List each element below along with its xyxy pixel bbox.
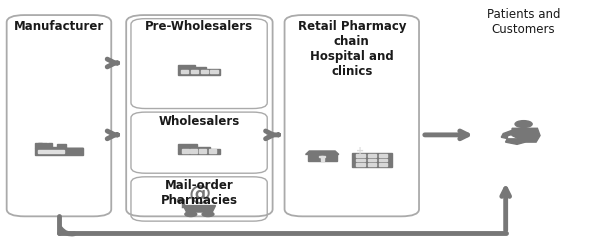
Polygon shape	[38, 150, 64, 151]
Text: Pre-Wholesalers: Pre-Wholesalers	[146, 20, 253, 33]
Text: Mail-order
Pharmacies: Mail-order Pharmacies	[161, 179, 238, 207]
Text: Patients and
Customers: Patients and Customers	[487, 8, 560, 36]
Polygon shape	[210, 70, 218, 74]
Polygon shape	[305, 151, 339, 154]
Text: @: @	[188, 184, 211, 204]
Text: Retail Pharmacy
chain
Hospital and
clinics: Retail Pharmacy chain Hospital and clini…	[298, 20, 406, 78]
Polygon shape	[368, 154, 376, 157]
Circle shape	[185, 212, 196, 217]
Polygon shape	[506, 139, 525, 144]
Circle shape	[202, 212, 214, 217]
Polygon shape	[356, 154, 365, 157]
Polygon shape	[183, 206, 216, 212]
Polygon shape	[501, 130, 517, 139]
Polygon shape	[379, 159, 388, 161]
Polygon shape	[201, 70, 208, 74]
Polygon shape	[320, 157, 324, 161]
Polygon shape	[352, 153, 392, 167]
Polygon shape	[190, 70, 198, 74]
Polygon shape	[512, 128, 540, 142]
Polygon shape	[321, 156, 323, 158]
Polygon shape	[379, 163, 388, 166]
Polygon shape	[199, 149, 206, 153]
Polygon shape	[179, 144, 210, 149]
Polygon shape	[368, 163, 376, 166]
Polygon shape	[368, 159, 376, 161]
Polygon shape	[182, 149, 189, 153]
Polygon shape	[210, 149, 216, 153]
Polygon shape	[356, 163, 365, 166]
Polygon shape	[179, 69, 220, 75]
Polygon shape	[48, 143, 52, 148]
Polygon shape	[308, 154, 337, 161]
Polygon shape	[179, 65, 205, 69]
Polygon shape	[181, 70, 189, 74]
Polygon shape	[319, 156, 325, 157]
Polygon shape	[38, 151, 64, 152]
Text: Wholesalers: Wholesalers	[159, 114, 240, 127]
Polygon shape	[356, 159, 365, 161]
Circle shape	[515, 121, 532, 127]
Polygon shape	[379, 154, 388, 157]
Text: +: +	[356, 146, 365, 156]
Polygon shape	[35, 148, 83, 155]
Polygon shape	[38, 143, 43, 148]
Text: Manufacturer: Manufacturer	[14, 20, 104, 33]
Polygon shape	[190, 149, 198, 153]
Polygon shape	[35, 143, 83, 148]
Polygon shape	[179, 149, 220, 154]
